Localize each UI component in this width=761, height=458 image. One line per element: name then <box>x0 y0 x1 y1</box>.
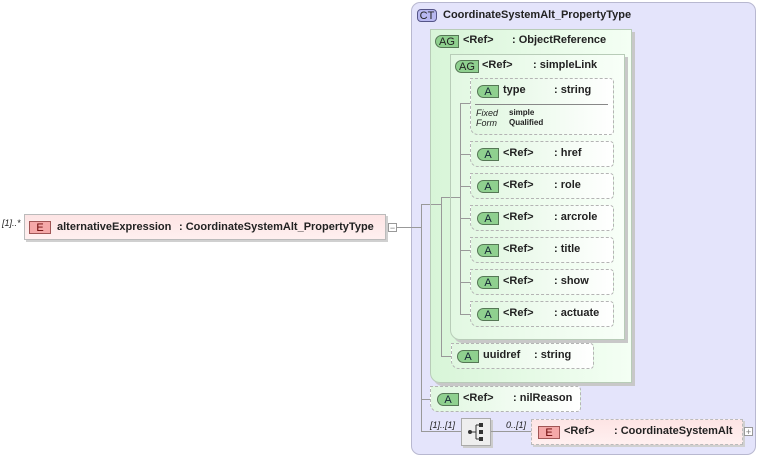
attribute-role[interactable]: A <Ref> : role <box>470 173 614 199</box>
attribute-badge-icon: A <box>477 85 499 98</box>
attribute-href[interactable]: A <Ref> : href <box>470 141 614 167</box>
ref-label: <Ref> <box>503 179 534 191</box>
ref-label: <Ref> <box>503 275 534 287</box>
root-element[interactable]: E alternativeExpression : CoordinateSyst… <box>24 214 386 240</box>
ref-label: <Ref> <box>463 34 494 46</box>
attribute-badge-icon: A <box>477 244 499 257</box>
attribute-actuate[interactable]: A <Ref> : actuate <box>470 301 614 327</box>
attribute-title[interactable]: A <Ref> : title <box>470 237 614 263</box>
ref-label: <Ref> <box>503 211 534 223</box>
ref-label: <Ref> <box>463 392 494 404</box>
ref-label: <Ref> <box>564 425 595 437</box>
element-badge-icon: E <box>538 426 560 439</box>
attribute-type-value: : string <box>534 349 572 361</box>
connector <box>397 227 411 228</box>
attribute-type-value: : title <box>554 243 581 255</box>
attribute-type[interactable]: A type : string Fixed simple Form Qualif… <box>470 78 614 135</box>
form-value: Qualified <box>509 118 544 127</box>
fixed-value: simple <box>509 108 535 117</box>
child-cardinality: 0..[1] <box>506 420 527 430</box>
ct-badge-icon: CT <box>417 9 437 22</box>
attribute-show[interactable]: A <Ref> : show <box>470 269 614 295</box>
element-name: alternativeExpression <box>57 221 172 233</box>
ref-label: <Ref> <box>482 59 513 71</box>
attribute-type-value: : href <box>554 147 582 159</box>
complex-type-name: CoordinateSystemAlt_PropertyType <box>443 9 632 21</box>
form-label: Form <box>476 118 497 128</box>
attribute-type-value: : nilReason <box>513 392 573 404</box>
attribute-type-value: : string <box>554 84 592 96</box>
attribute-badge-icon: A <box>477 308 499 321</box>
group-type: : ObjectReference <box>512 34 607 46</box>
attribute-group-badge-icon: AG <box>435 35 459 48</box>
attribute-type-value: : role <box>554 179 581 191</box>
sequence-cardinality: [1]..[1] <box>430 420 456 430</box>
minus-icon[interactable]: − <box>388 223 397 233</box>
attribute-type-value: : actuate <box>554 307 600 319</box>
fixed-label: Fixed <box>476 108 499 118</box>
ref-label: <Ref> <box>503 243 534 255</box>
attribute-type-value: : show <box>554 275 589 287</box>
attribute-name: type <box>503 84 526 96</box>
sequence-icon[interactable] <box>461 418 491 446</box>
root-cardinality: [1]..* <box>2 218 21 228</box>
attribute-group-badge-icon: AG <box>455 60 479 73</box>
attribute-badge-icon: A <box>477 148 499 161</box>
attribute-badge-icon: A <box>477 180 499 193</box>
ref-label: <Ref> <box>503 307 534 319</box>
attribute-name: uuidref <box>483 349 521 361</box>
attribute-type-value: : arcrole <box>554 211 598 223</box>
attribute-badge-icon: A <box>457 350 479 363</box>
attribute-badge-icon: A <box>437 393 459 406</box>
child-element[interactable]: E <Ref> : CoordinateSystemAlt <box>531 419 743 445</box>
group-type: : simpleLink <box>533 59 598 71</box>
element-type: : CoordinateSystemAlt_PropertyType <box>179 221 374 233</box>
attribute-arcrole[interactable]: A <Ref> : arcrole <box>470 205 614 231</box>
attribute-badge-icon: A <box>477 212 499 225</box>
attribute-badge-icon: A <box>477 276 499 289</box>
element-badge-icon: E <box>29 221 51 234</box>
attribute-nil-reason[interactable]: A <Ref> : nilReason <box>430 386 581 412</box>
ref-label: <Ref> <box>503 147 534 159</box>
plus-icon[interactable]: + <box>744 427 753 437</box>
element-type: : CoordinateSystemAlt <box>614 425 733 437</box>
